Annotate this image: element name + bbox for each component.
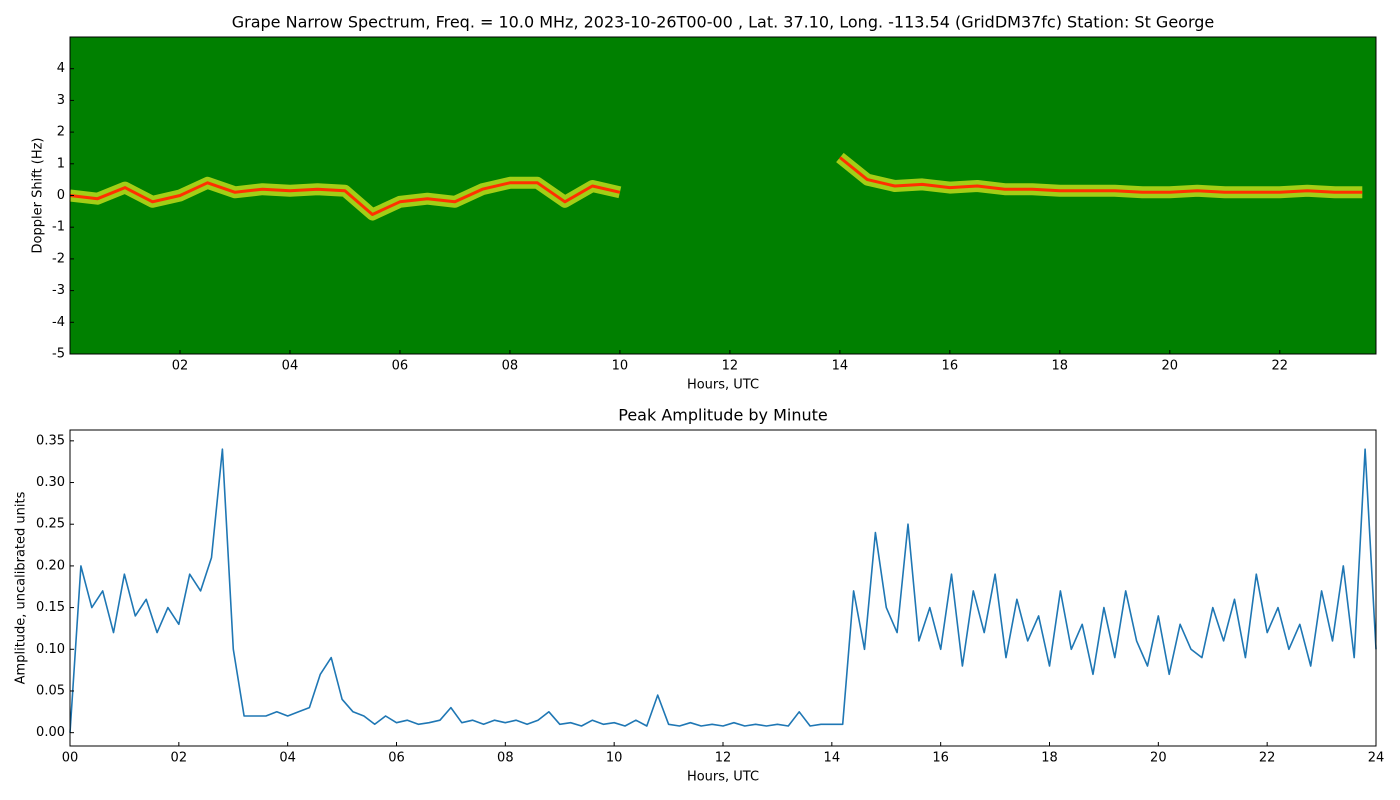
x-tick-label: 14 bbox=[824, 751, 841, 766]
y-tick-label: -5 bbox=[52, 347, 65, 362]
y-tick-label: 0.30 bbox=[36, 475, 65, 490]
y-tick-label: 0.35 bbox=[36, 433, 65, 448]
y-tick-label: 0.05 bbox=[36, 683, 65, 698]
y-tick-label: 3 bbox=[57, 93, 65, 108]
x-tick-label: 14 bbox=[832, 359, 849, 374]
y-tick-label: 0.15 bbox=[36, 600, 65, 615]
x-tick-label: 04 bbox=[279, 751, 296, 766]
y-tick-label: -1 bbox=[52, 220, 65, 235]
x-tick-label: 10 bbox=[612, 359, 629, 374]
x-tick-label: 20 bbox=[1150, 751, 1167, 766]
x-tick-label: 22 bbox=[1259, 751, 1276, 766]
x-tick-label: 04 bbox=[282, 359, 299, 374]
x-tick-label: 18 bbox=[1041, 751, 1058, 766]
x-tick-label: 20 bbox=[1162, 359, 1179, 374]
x-tick-label: 06 bbox=[388, 751, 405, 766]
y-tick-label: -4 bbox=[52, 315, 65, 330]
y-tick-label: -2 bbox=[52, 251, 65, 266]
y-tick-label: 0.25 bbox=[36, 517, 65, 532]
y-tick-label: 4 bbox=[57, 61, 65, 76]
data-line bbox=[69, 448, 1377, 733]
plot-frame bbox=[69, 429, 1377, 747]
x-tick-label: 02 bbox=[172, 359, 189, 374]
y-tick-label: 0.20 bbox=[36, 558, 65, 573]
x-tick-label: 02 bbox=[171, 751, 188, 766]
x-tick-label: 22 bbox=[1271, 359, 1288, 374]
x-tick-label: 08 bbox=[497, 751, 514, 766]
x-tick-label: 12 bbox=[722, 359, 739, 374]
x-tick-label: 08 bbox=[502, 359, 519, 374]
x-tick-label: 06 bbox=[392, 359, 409, 374]
y-axis-label: Doppler Shift (Hz) bbox=[31, 138, 46, 254]
x-tick-label: 16 bbox=[942, 359, 959, 374]
data-line bbox=[838, 156, 1363, 194]
x-tick-label: 16 bbox=[932, 751, 949, 766]
y-tick-label: 0.00 bbox=[36, 725, 65, 740]
chart-title: Peak Amplitude by Minute bbox=[618, 406, 828, 425]
x-tick-label: 12 bbox=[715, 751, 732, 766]
y-tick-label: 0 bbox=[57, 188, 65, 203]
x-tick-label: 24 bbox=[1368, 751, 1385, 766]
chart-title: Grape Narrow Spectrum, Freq. = 10.0 MHz,… bbox=[232, 13, 1215, 32]
y-tick-label: 2 bbox=[57, 125, 65, 140]
x-tick-label: 00 bbox=[62, 751, 79, 766]
y-tick-label: -3 bbox=[52, 283, 65, 298]
data-line bbox=[69, 181, 621, 216]
y-tick-label: 1 bbox=[57, 156, 65, 171]
x-axis-label: Hours, UTC bbox=[687, 378, 759, 393]
y-axis-label: Amplitude, uncalibrated units bbox=[14, 491, 29, 684]
x-axis-label: Hours, UTC bbox=[687, 770, 759, 785]
x-tick-label: 18 bbox=[1052, 359, 1069, 374]
y-tick-label: 0.10 bbox=[36, 642, 65, 657]
x-tick-label: 10 bbox=[606, 751, 623, 766]
